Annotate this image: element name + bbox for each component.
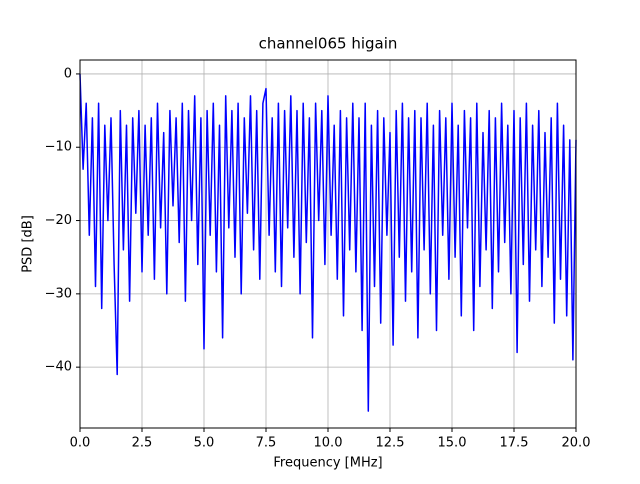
x-tick-label: 5.0	[194, 436, 215, 451]
y-axis-label: PSD [dB]	[21, 215, 36, 273]
y-tick-label: −40	[45, 360, 72, 375]
plot-frame	[79, 59, 577, 429]
y-tick-label: −30	[45, 286, 72, 301]
y-tick-label: −20	[45, 213, 72, 228]
x-tick-label: 12.5	[376, 436, 405, 451]
x-axis-label: Frequency [MHz]	[273, 456, 382, 471]
x-tick-label: 17.5	[500, 436, 529, 451]
psd-line	[79, 73, 577, 412]
x-tick-label: 10.0	[314, 436, 343, 451]
x-tick-label: 15.0	[438, 436, 467, 451]
y-tick-label: 0	[64, 66, 72, 81]
x-tick-label: 0.0	[70, 436, 91, 451]
x-tick-label: 20.0	[562, 436, 591, 451]
y-tick-label: −10	[45, 140, 72, 155]
x-tick-label: 7.5	[256, 436, 277, 451]
chart-title: channel065 higain	[259, 35, 398, 53]
x-tick-label: 2.5	[132, 436, 153, 451]
